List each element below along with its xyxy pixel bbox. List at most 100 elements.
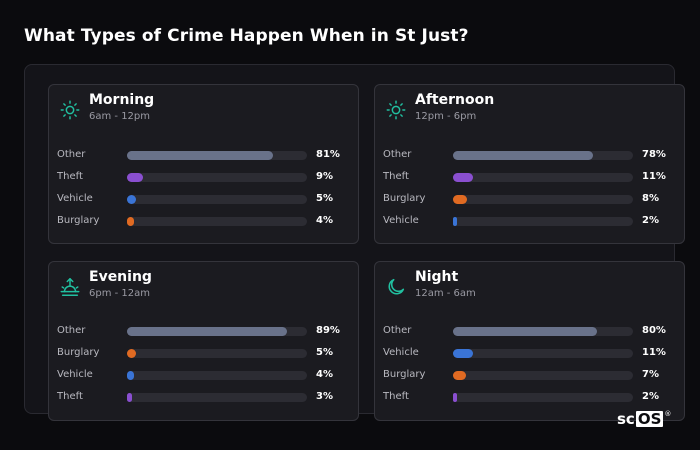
card-subtitle: 6pm - 12am [89,288,151,299]
bar-row: Burglary 5% [57,346,352,360]
card-subtitle: 6am - 12pm [89,111,151,122]
bar-label: Vehicle [383,347,419,358]
bar-track [127,371,307,380]
bar-value: 8% [642,193,659,204]
bar-track [127,349,307,358]
card-title: Morning [89,92,155,108]
bar-row: Other 80% [383,324,678,338]
card-title: Night [415,269,459,285]
bar-value: 3% [316,391,333,402]
bar-row: Other 78% [383,148,678,162]
bar-track [453,151,633,160]
bar-track [127,151,307,160]
bar-row: Burglary 7% [383,368,678,382]
bar-value: 11% [642,171,666,182]
bar-row: Other 81% [57,148,352,162]
bar-label: Burglary [57,215,100,226]
card-title: Evening [89,269,152,285]
bar-fill [127,151,273,160]
bar-row: Vehicle 5% [57,192,352,206]
card-afternoon: Afternoon 12pm - 6pm Other 78% Theft 11%… [374,84,685,244]
bar-row: Vehicle 4% [57,368,352,382]
bar-value: 2% [642,391,659,402]
bar-label: Burglary [383,193,426,204]
card-evening: Evening 6pm - 12am Other 89% Burglary 5%… [48,261,359,421]
card-subtitle: 12am - 6am [415,288,476,299]
bar-track [453,393,633,402]
bar-fill [453,217,457,226]
bar-fill [127,173,143,182]
bar-track [453,217,633,226]
bar-track [453,195,633,204]
bar-fill [453,195,467,204]
bar-row: Theft 11% [383,170,678,184]
bar-label: Vehicle [383,215,419,226]
bar-fill [127,327,287,336]
bar-track [127,327,307,336]
bar-row: Burglary 4% [57,214,352,228]
bar-label: Burglary [383,369,426,380]
bar-label: Burglary [57,347,100,358]
logo-os: OS [635,410,664,428]
bar-value: 81% [316,149,340,160]
sun-icon [385,99,407,121]
bar-value: 11% [642,347,666,358]
bar-track [453,371,633,380]
bar-value: 5% [316,347,333,358]
bar-value: 89% [316,325,340,336]
sun-icon [59,99,81,121]
bar-row: Theft 3% [57,390,352,404]
bar-fill [453,173,473,182]
bar-track [127,393,307,402]
scos-logo: sc OS ® [617,410,671,428]
moon-icon [385,276,407,298]
page-title: What Types of Crime Happen When in St Ju… [24,26,469,46]
bar-row: Vehicle 2% [383,214,678,228]
bar-value: 5% [316,193,333,204]
bar-row: Vehicle 11% [383,346,678,360]
bar-fill [453,349,473,358]
bar-label: Other [57,149,86,160]
bar-label: Other [383,149,412,160]
bar-track [127,217,307,226]
card-subtitle: 12pm - 6pm [415,111,477,122]
bar-label: Theft [57,391,83,402]
bar-fill [453,151,593,160]
sunset-icon [59,276,81,298]
bar-track [127,173,307,182]
logo-registered-mark: ® [664,410,672,418]
bar-label: Vehicle [57,193,93,204]
bar-row: Burglary 8% [383,192,678,206]
logo-sc: sc [617,410,635,428]
bar-track [127,195,307,204]
bar-row: Theft 9% [57,170,352,184]
bar-value: 7% [642,369,659,380]
bar-value: 4% [316,215,333,226]
bar-value: 9% [316,171,333,182]
bar-value: 78% [642,149,666,160]
bar-value: 4% [316,369,333,380]
bar-fill [127,349,136,358]
bar-label: Other [383,325,412,336]
bar-track [453,349,633,358]
bar-label: Other [57,325,86,336]
bar-label: Vehicle [57,369,93,380]
bar-label: Theft [383,391,409,402]
bar-label: Theft [383,171,409,182]
bar-track [453,173,633,182]
bar-fill [127,393,132,402]
bar-label: Theft [57,171,83,182]
bar-fill [127,371,134,380]
card-morning: Morning 6am - 12pm Other 81% Theft 9% Ve… [48,84,359,244]
bar-value: 2% [642,215,659,226]
card-title: Afternoon [415,92,495,108]
bar-fill [453,371,466,380]
bar-track [453,327,633,336]
bar-fill [453,327,597,336]
bar-fill [453,393,457,402]
bar-fill [127,217,134,226]
bar-row: Other 89% [57,324,352,338]
bar-fill [127,195,136,204]
card-night: Night 12am - 6am Other 80% Vehicle 11% B… [374,261,685,421]
bar-value: 80% [642,325,666,336]
